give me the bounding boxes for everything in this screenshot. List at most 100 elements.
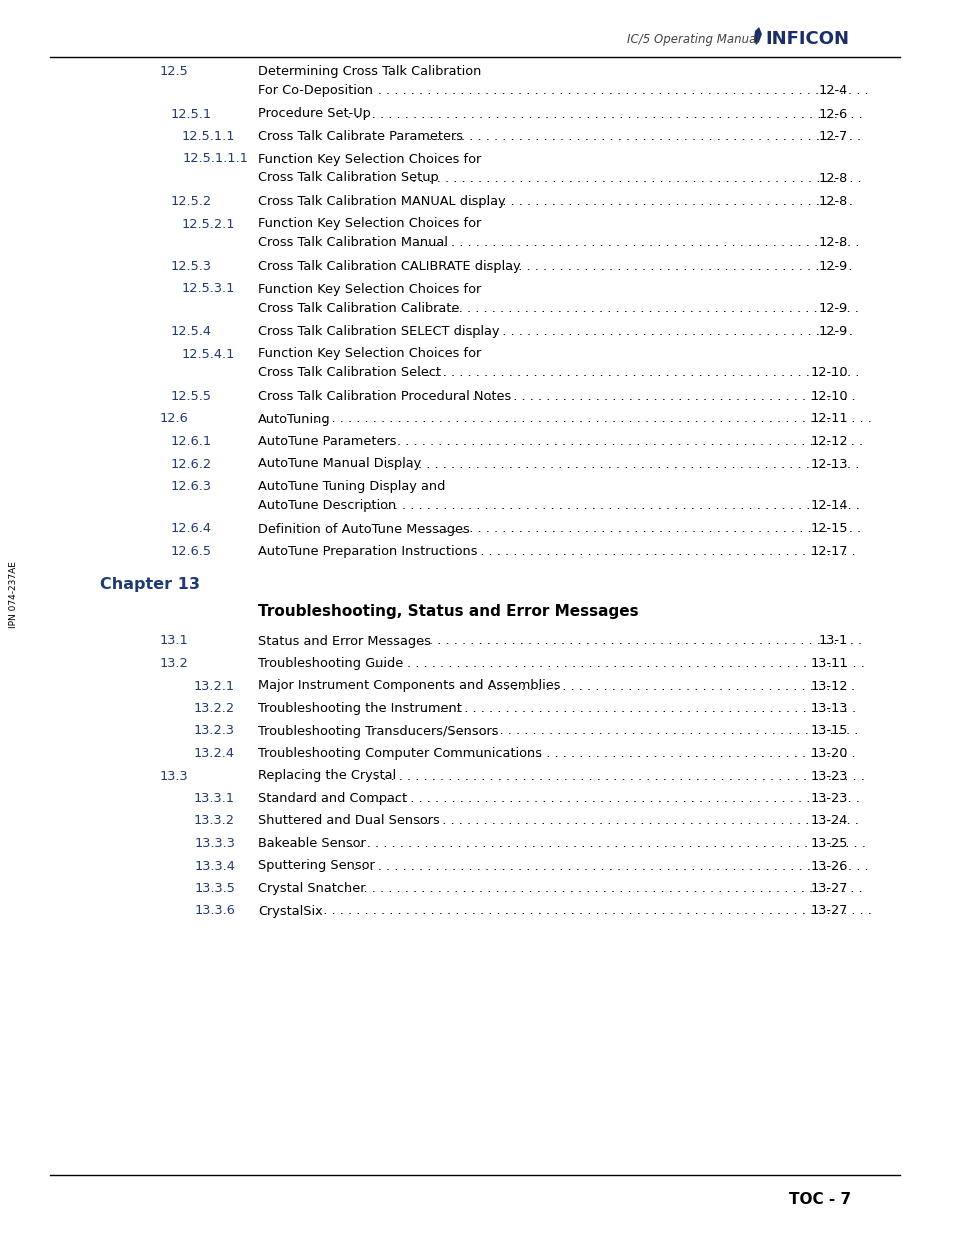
- Text: AutoTune Parameters: AutoTune Parameters: [257, 435, 396, 448]
- Text: 13.3.2: 13.3.2: [193, 815, 234, 827]
- Text: . . . . . . . . . . . . . . . . . . . . . . . . . . . . . . . . . . . . . . . . : . . . . . . . . . . . . . . . . . . . . …: [460, 195, 856, 207]
- Text: 13.2.1: 13.2.1: [193, 679, 234, 693]
- Text: . . . . . . . . . . . . . . . . . . . . . . . . . . . . . . . . . . . . . . . . : . . . . . . . . . . . . . . . . . . . . …: [476, 261, 856, 273]
- Text: AutoTune Manual Display: AutoTune Manual Display: [257, 457, 421, 471]
- Text: 12-11: 12-11: [809, 412, 847, 426]
- Text: Function Key Selection Choices for: Function Key Selection Choices for: [257, 217, 480, 231]
- Text: AutoTune Preparation Instructions: AutoTune Preparation Instructions: [257, 545, 477, 558]
- Text: 12.6: 12.6: [159, 412, 188, 426]
- Text: 13-27: 13-27: [810, 882, 847, 895]
- Text: 13-11: 13-11: [810, 657, 847, 671]
- Text: . . . . . . . . . . . . . . . . . . . . . . . . . . . . . . . . . . . . . . . . : . . . . . . . . . . . . . . . . . . . . …: [363, 435, 866, 448]
- Text: 13-12: 13-12: [810, 679, 847, 693]
- Text: 13-27: 13-27: [810, 904, 847, 918]
- Text: AutoTuning: AutoTuning: [257, 412, 331, 426]
- Text: CrystalSix: CrystalSix: [257, 904, 322, 918]
- Text: AutoTune Description: AutoTune Description: [257, 499, 395, 513]
- Text: 13.2.3: 13.2.3: [193, 725, 234, 737]
- Text: 12-10: 12-10: [809, 367, 847, 379]
- Text: 12.5.5: 12.5.5: [171, 390, 212, 403]
- Text: . . . . . . . . . . . . . . . . . . . . . . . . . . . . . . . . . . . . . . . . : . . . . . . . . . . . . . . . . . . . . …: [471, 747, 859, 760]
- Text: Cross Talk Calibrate Parameters: Cross Talk Calibrate Parameters: [257, 130, 462, 143]
- Text: 13-23: 13-23: [810, 792, 847, 805]
- Text: . . . . . . . . . . . . . . . . . . . . . . . . . . . . . . . . . . . . . . . . : . . . . . . . . . . . . . . . . . . . . …: [374, 657, 868, 671]
- Text: 12.5.4.1: 12.5.4.1: [181, 347, 234, 361]
- Text: . . . . . . . . . . . . . . . . . . . . . . . . . . . . . . . . . . . . . . . . : . . . . . . . . . . . . . . . . . . . . …: [374, 769, 868, 783]
- Text: . . . . . . . . . . . . . . . . . . . . . . . . . . . . . . . . . . . . . . . . : . . . . . . . . . . . . . . . . . . . . …: [428, 522, 864, 536]
- Text: 12.6.2: 12.6.2: [171, 457, 212, 471]
- Text: 12-9: 12-9: [818, 301, 847, 315]
- Text: . . . . . . . . . . . . . . . . . . . . . . . . . . . . . . . . . . . . . . . . : . . . . . . . . . . . . . . . . . . . . …: [412, 172, 865, 184]
- Text: 13-26: 13-26: [810, 860, 847, 872]
- Text: . . . . . . . . . . . . . . . . . . . . . . . . . . . . . . . . . . . . . . . . : . . . . . . . . . . . . . . . . . . . . …: [341, 837, 869, 850]
- Text: Troubleshooting Guide: Troubleshooting Guide: [257, 657, 403, 671]
- Text: . . . . . . . . . . . . . . . . . . . . . . . . . . . . . . . . . . . . . . . . : . . . . . . . . . . . . . . . . . . . . …: [428, 130, 864, 143]
- Text: 12.5.2.1: 12.5.2.1: [181, 217, 234, 231]
- Text: 12-9: 12-9: [818, 325, 847, 338]
- Text: . . . . . . . . . . . . . . . . . . . . . . . . . . . . . . . . . . . . . . . . : . . . . . . . . . . . . . . . . . . . . …: [450, 725, 862, 737]
- Text: . . . . . . . . . . . . . . . . . . . . . . . . . . . . . . . . . . . . . . . . : . . . . . . . . . . . . . . . . . . . . …: [417, 236, 862, 249]
- Text: 12.5: 12.5: [159, 65, 188, 78]
- Text: Shuttered and Dual Sensors: Shuttered and Dual Sensors: [257, 815, 439, 827]
- Text: Chapter 13: Chapter 13: [100, 578, 200, 593]
- Text: . . . . . . . . . . . . . . . . . . . . . . . . . . . . . . . . . . . . . . . . : . . . . . . . . . . . . . . . . . . . . …: [438, 545, 859, 558]
- Text: Cross Talk Calibration Manual: Cross Talk Calibration Manual: [257, 236, 447, 249]
- Text: 13-23: 13-23: [810, 769, 847, 783]
- Text: 13.3.4: 13.3.4: [193, 860, 234, 872]
- Text: 12-8: 12-8: [818, 195, 847, 207]
- Text: 12-8: 12-8: [818, 236, 847, 249]
- Text: 12.6.4: 12.6.4: [171, 522, 212, 536]
- Text: . . . . . . . . . . . . . . . . . . . . . . . . . . . . . . . . . . . . . . . . : . . . . . . . . . . . . . . . . . . . . …: [369, 792, 863, 805]
- Text: IPN 074-237AE: IPN 074-237AE: [10, 562, 18, 629]
- Text: 13.2: 13.2: [159, 657, 188, 671]
- Text: 12.5.1.1.1: 12.5.1.1.1: [182, 152, 248, 165]
- Text: 13.1: 13.1: [159, 635, 188, 647]
- Text: Troubleshooting Transducers/Sensors: Troubleshooting Transducers/Sensors: [257, 725, 498, 737]
- Text: . . . . . . . . . . . . . . . . . . . . . . . . . . . . . . . . . . . . . . . . : . . . . . . . . . . . . . . . . . . . . …: [314, 904, 875, 918]
- Text: AutoTune Tuning Display and: AutoTune Tuning Display and: [257, 480, 445, 493]
- Text: 13-15: 13-15: [810, 725, 847, 737]
- Text: Function Key Selection Choices for: Function Key Selection Choices for: [257, 152, 480, 165]
- Text: Crystal Snatcher: Crystal Snatcher: [257, 882, 365, 895]
- Text: 12.5.2: 12.5.2: [171, 195, 212, 207]
- Text: 13-1: 13-1: [818, 635, 847, 647]
- Text: 13-13: 13-13: [810, 701, 847, 715]
- Text: 13.3.3: 13.3.3: [193, 837, 234, 850]
- Text: . . . . . . . . . . . . . . . . . . . . . . . . . . . . . . . . . . . . . . . . : . . . . . . . . . . . . . . . . . . . . …: [434, 301, 862, 315]
- Text: 12-4: 12-4: [818, 84, 847, 98]
- Text: . . . . . . . . . . . . . . . . . . . . . . . . . . . . . . . . . . . . . . . . : . . . . . . . . . . . . . . . . . . . . …: [353, 860, 872, 872]
- Text: . . . . . . . . . . . . . . . . . . . . . . . . . . . . . . . . . . . . . . . . : . . . . . . . . . . . . . . . . . . . . …: [417, 367, 862, 379]
- Text: . . . . . . . . . . . . . . . . . . . . . . . . . . . . . . . . . . . . . . . . : . . . . . . . . . . . . . . . . . . . . …: [422, 701, 860, 715]
- Text: Function Key Selection Choices for: Function Key Selection Choices for: [257, 347, 480, 361]
- Text: Cross Talk Calibration MANUAL display: Cross Talk Calibration MANUAL display: [257, 195, 505, 207]
- Text: . . . . . . . . . . . . . . . . . . . . . . . . . . . . . . . . . . . . . . . . : . . . . . . . . . . . . . . . . . . . . …: [471, 390, 859, 403]
- Text: Troubleshooting the Instrument: Troubleshooting the Instrument: [257, 701, 461, 715]
- Text: Replacing the Crystal: Replacing the Crystal: [257, 769, 395, 783]
- Text: Bakeable Sensor: Bakeable Sensor: [257, 837, 365, 850]
- Text: 13.3: 13.3: [159, 769, 188, 783]
- Text: . . . . . . . . . . . . . . . . . . . . . . . . . . . . . . . . . . . . . . . . : . . . . . . . . . . . . . . . . . . . . …: [314, 412, 875, 426]
- Text: TOC - 7: TOC - 7: [788, 1193, 850, 1208]
- Text: . . . . . . . . . . . . . . . . . . . . . . . . . . . . . . . . . . . . . . . . : . . . . . . . . . . . . . . . . . . . . …: [460, 325, 856, 338]
- Text: 12-12: 12-12: [809, 435, 847, 448]
- Text: 12.6.1: 12.6.1: [171, 435, 212, 448]
- Polygon shape: [753, 27, 761, 44]
- Text: Cross Talk Calibration SELECT display: Cross Talk Calibration SELECT display: [257, 325, 499, 338]
- Text: IC/5 Operating Manual: IC/5 Operating Manual: [626, 32, 759, 46]
- Text: Troubleshooting, Status and Error Messages: Troubleshooting, Status and Error Messag…: [257, 604, 638, 619]
- Text: 13.3.5: 13.3.5: [193, 882, 234, 895]
- Text: Cross Talk Calibration Procedural Notes: Cross Talk Calibration Procedural Notes: [257, 390, 511, 403]
- Text: 12.5.3.1: 12.5.3.1: [181, 283, 234, 295]
- Text: 12-14: 12-14: [810, 499, 847, 513]
- Text: 12-9: 12-9: [818, 261, 847, 273]
- Text: 12-8: 12-8: [818, 172, 847, 184]
- Text: 12.6.3: 12.6.3: [171, 480, 212, 493]
- Text: Status and Error Messages: Status and Error Messages: [257, 635, 431, 647]
- Text: . . . . . . . . . . . . . . . . . . . . . . . . . . . . . . . . . . . . . . . . : . . . . . . . . . . . . . . . . . . . . …: [369, 499, 863, 513]
- Text: INFICON: INFICON: [764, 30, 848, 48]
- Text: 13.3.6: 13.3.6: [193, 904, 234, 918]
- Text: 12.5.3: 12.5.3: [171, 261, 212, 273]
- Text: . . . . . . . . . . . . . . . . . . . . . . . . . . . . . . . . . . . . . . . . : . . . . . . . . . . . . . . . . . . . . …: [487, 679, 858, 693]
- Text: Cross Talk Calibration Select: Cross Talk Calibration Select: [257, 367, 440, 379]
- Text: 12-6: 12-6: [818, 107, 847, 121]
